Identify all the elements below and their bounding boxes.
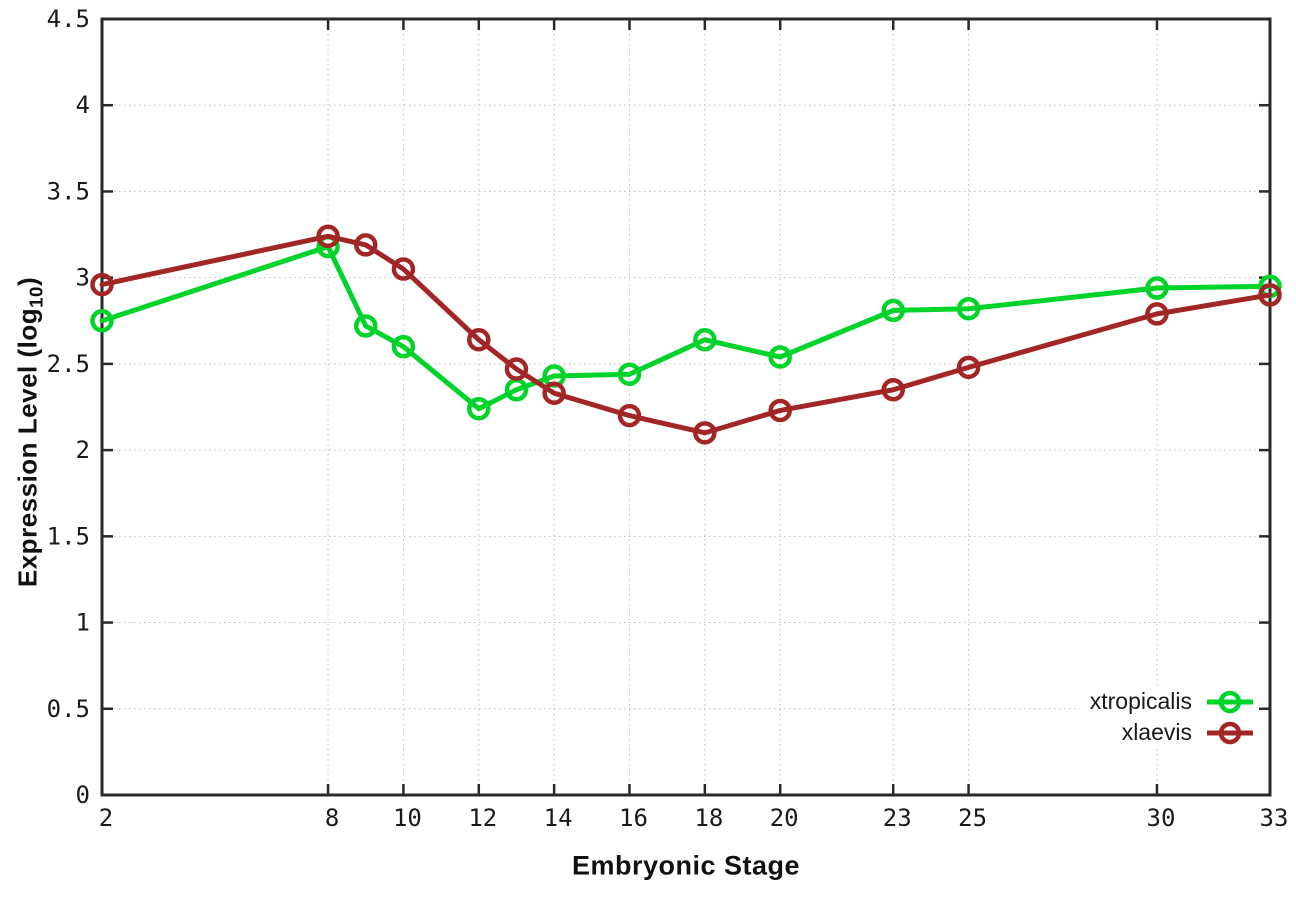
y-tick-label: 2.5 [47, 350, 90, 378]
axis-ticks [100, 17, 1272, 797]
data-point-xlaevis [467, 327, 491, 352]
x-tick-label: 18 [694, 804, 723, 832]
x-tick-label: 10 [393, 804, 422, 832]
data-point-xlaevis [956, 355, 981, 380]
y-tick-label: 4 [76, 91, 90, 119]
data-point-xtropicalis [617, 362, 642, 386]
y-tick-label: 4.5 [47, 5, 90, 33]
data-point-xtropicalis [467, 396, 491, 421]
data-point-xtropicalis [353, 314, 378, 338]
y-axis-title: Expression Level (log10) [12, 277, 47, 587]
y-tick-label: 0 [76, 781, 90, 809]
data-point-xtropicalis [90, 309, 114, 333]
data-point-xlaevis [693, 421, 717, 445]
x-tick-label: 33 [1260, 804, 1289, 832]
data-point-xlaevis [316, 224, 340, 249]
x-tick-label: 20 [770, 804, 799, 832]
data-point-xlaevis [1145, 302, 1169, 326]
data-point-xlaevis [881, 378, 905, 402]
data-point-xlaevis [617, 403, 642, 428]
data-point-xlaevis [90, 272, 114, 297]
data-point-xtropicalis [391, 334, 416, 359]
y-tick-label: 1 [76, 609, 90, 637]
x-tick-label: 23 [883, 804, 912, 832]
y-tick-label: 3 [76, 264, 90, 292]
legend-label: xlaevis [1121, 719, 1192, 745]
x-tick-label: 2 [99, 804, 113, 832]
x-tick-label: 16 [619, 804, 648, 832]
x-tick-label: 8 [325, 804, 339, 832]
series-xtropicalis [90, 234, 1282, 421]
legend-label: xtropicalis [1089, 688, 1192, 714]
x-tick-label: 14 [544, 804, 573, 832]
data-point-xlaevis [768, 398, 792, 423]
legend-marker-xtropicalis [1207, 690, 1253, 713]
gridlines [114, 19, 1270, 783]
y-axis-title-close: ) [12, 276, 43, 287]
data-point-xtropicalis [1145, 276, 1169, 300]
y-axis-title-text: Expression Level (log [12, 307, 43, 588]
x-tick-label: 30 [1147, 804, 1176, 832]
x-axis-title: Embryonic Stage [571, 850, 801, 881]
data-point-xlaevis [504, 357, 529, 381]
y-tick-label: 0.5 [47, 695, 90, 723]
legend-item-xtropicalis: xtropicalis [1090, 686, 1256, 717]
legend-item-xlaevis: xlaevis [1122, 717, 1256, 748]
data-point-xlaevis [1258, 283, 1282, 307]
y-axis-title-subscript: 10 [25, 286, 47, 308]
x-tick-label: 25 [958, 804, 987, 832]
data-point-xlaevis [542, 381, 566, 405]
plot-border [100, 17, 1272, 797]
y-tick-label: 1.5 [47, 522, 90, 550]
data-point-xtropicalis [956, 296, 981, 321]
y-tick-label: 3.5 [47, 177, 90, 205]
data-point-xtropicalis [693, 327, 717, 352]
data-point-xlaevis [353, 233, 378, 257]
data-point-xlaevis [391, 257, 416, 281]
tick-labels: 0 0.5 1 1.5 2 2.5 3 3.5 4 4.5 2 8 10 12 14 16 18 20 23 25 30… [47, 5, 1289, 832]
series-xlaevis [90, 224, 1282, 445]
data-point-xtropicalis [768, 345, 792, 369]
y-tick-label: 2 [76, 436, 90, 464]
legend-marker-xlaevis [1207, 721, 1253, 744]
data-point-xtropicalis [881, 298, 905, 323]
legend: xtropicalis xlaevis [1075, 686, 1256, 748]
x-tick-label: 12 [468, 804, 497, 832]
